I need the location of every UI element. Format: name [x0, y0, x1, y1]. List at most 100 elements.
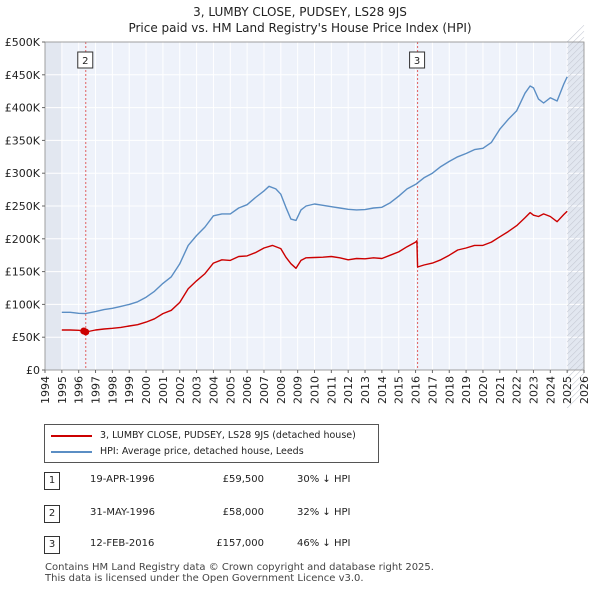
x-tick-label: 1996	[73, 376, 86, 404]
x-tick-label: 1999	[123, 376, 136, 404]
y-tick-label: £500K	[5, 36, 41, 49]
forecast-hatch	[566, 312, 585, 331]
x-tick-label: 2025	[561, 376, 574, 404]
x-tick-label: 2013	[359, 376, 372, 404]
x-tick-label: 2026	[578, 376, 591, 404]
y-tick-label: £50K	[12, 331, 41, 344]
forecast-hatch	[566, 324, 585, 343]
transaction-date: 31-MAY-1996	[90, 507, 156, 518]
forecast-hatch	[566, 342, 585, 361]
x-tick-label: 2006	[241, 376, 254, 404]
transaction-date: 19-APR-1996	[90, 474, 155, 485]
y-tick-label: £350K	[5, 134, 41, 147]
y-tick-label: £100K	[5, 298, 41, 311]
transaction-row: 2 31-MAY-1996 £58,000 32% ↓ HPI	[44, 505, 444, 523]
transaction-marker: 2	[44, 505, 60, 523]
footer-licence: This data is licensed under the Open Gov…	[45, 573, 364, 584]
series-line-property	[61, 210, 568, 333]
forecast-hatch	[566, 162, 585, 181]
forecast-hatch	[566, 102, 585, 121]
legend-swatch-property	[51, 435, 92, 437]
series-line-hpi	[61, 76, 568, 315]
forecast-hatch	[566, 120, 585, 139]
footer: Contains HM Land Registry data © Crown c…	[45, 562, 434, 584]
forecast-hatch	[566, 330, 585, 349]
x-tick-label: 2000	[140, 376, 153, 404]
forecast-hatch	[566, 30, 585, 49]
forecast-hatch	[566, 204, 585, 223]
forecast-hatch	[566, 132, 585, 151]
forecast-hatch	[566, 24, 585, 43]
forecast-hatch	[566, 186, 585, 205]
x-tick-label: 2024	[544, 376, 557, 404]
y-tick-label: £400K	[5, 102, 41, 115]
forecast-hatch	[566, 60, 585, 79]
x-tick-label: 2009	[292, 376, 305, 404]
x-tick-label: 2007	[258, 376, 271, 404]
chart-title: 3, LUMBY CLOSE, PUDSEY, LS28 9JS	[193, 5, 407, 19]
transaction-price: £59,500	[222, 474, 264, 485]
x-tick-label: 1997	[90, 376, 103, 404]
forecast-hatch	[566, 78, 585, 97]
y-tick-label: £200K	[5, 233, 41, 246]
forecast-hatch	[566, 306, 585, 325]
transaction-price: £58,000	[222, 507, 264, 518]
x-tick-label: 2016	[410, 376, 423, 404]
x-tick-label: 2023	[527, 376, 540, 404]
forecast-hatch	[566, 36, 585, 55]
forecast-hatch	[566, 222, 585, 241]
forecast-hatch	[566, 54, 585, 73]
forecast-hatch	[566, 372, 585, 391]
event-marker-box-3	[409, 51, 426, 69]
forecast-hatch	[566, 180, 585, 199]
x-tick-label: 1994	[39, 376, 52, 404]
transaction-marker: 3	[44, 536, 60, 554]
forecast-hatch	[566, 276, 585, 295]
y-tick-label: £0	[26, 364, 40, 377]
legend-label-property: 3, LUMBY CLOSE, PUDSEY, LS28 9JS (detach…	[100, 430, 356, 441]
forecast-hatch	[566, 318, 585, 337]
legend: 3, LUMBY CLOSE, PUDSEY, LS28 9JS (detach…	[44, 424, 379, 463]
transaction-hpi: 46% ↓ HPI	[297, 538, 351, 549]
x-tick-label: 2010	[309, 376, 322, 404]
transaction-row: 3 12-FEB-2016 £157,000 46% ↓ HPI	[44, 536, 444, 554]
x-tick-label: 2008	[275, 376, 288, 404]
forecast-hatch	[566, 264, 585, 283]
x-tick-label: 2012	[342, 376, 355, 404]
x-tick-label: 2001	[157, 376, 170, 404]
footer-copyright: Contains HM Land Registry data © Crown c…	[45, 562, 434, 573]
forecast-hatch	[566, 258, 585, 277]
x-tick-label: 1998	[106, 376, 119, 404]
legend-label-hpi: HPI: Average price, detached house, Leed…	[100, 446, 304, 457]
forecast-hatch	[566, 48, 585, 67]
x-tick-label: 2002	[174, 376, 187, 404]
x-tick-label: 2004	[207, 376, 220, 404]
price-chart: 2 3 £0 £50K £100K £150K £200K £250K £300K £350K £4…	[5, 24, 591, 409]
x-tick-label: 1995	[56, 376, 69, 404]
forecast-hatch	[566, 96, 585, 115]
event-marker-box-2	[77, 51, 94, 69]
forecast-hatch	[566, 282, 585, 301]
forecast-hatch	[566, 360, 585, 379]
x-tick-label: 2019	[460, 376, 473, 404]
forecast-hatch	[566, 174, 585, 193]
y-tick-label: £150K	[5, 266, 41, 279]
x-tick-label: 2014	[376, 376, 389, 404]
forecast-hatch	[566, 252, 585, 271]
event-marker-label-2: 2	[82, 56, 88, 67]
forecast-hatch	[566, 210, 585, 229]
forecast-hatch	[566, 300, 585, 319]
forecast-hatch	[566, 84, 585, 103]
legend-swatch-hpi	[51, 451, 92, 453]
event-marker-label-3: 3	[414, 56, 420, 67]
forecast-hatch	[566, 72, 585, 91]
forecast-hatch	[566, 390, 585, 409]
transaction-hpi: 30% ↓ HPI	[297, 474, 351, 485]
transaction-row: 1 19-APR-1996 £59,500 30% ↓ HPI	[44, 472, 444, 490]
forecast-hatch	[566, 348, 585, 367]
x-tick-label: 2003	[191, 376, 204, 404]
forecast-hatch	[566, 150, 585, 169]
transaction-marker: 1	[44, 472, 60, 490]
chart-subtitle: Price paid vs. HM Land Registry's House …	[128, 21, 472, 35]
sale-point-2	[82, 328, 90, 336]
